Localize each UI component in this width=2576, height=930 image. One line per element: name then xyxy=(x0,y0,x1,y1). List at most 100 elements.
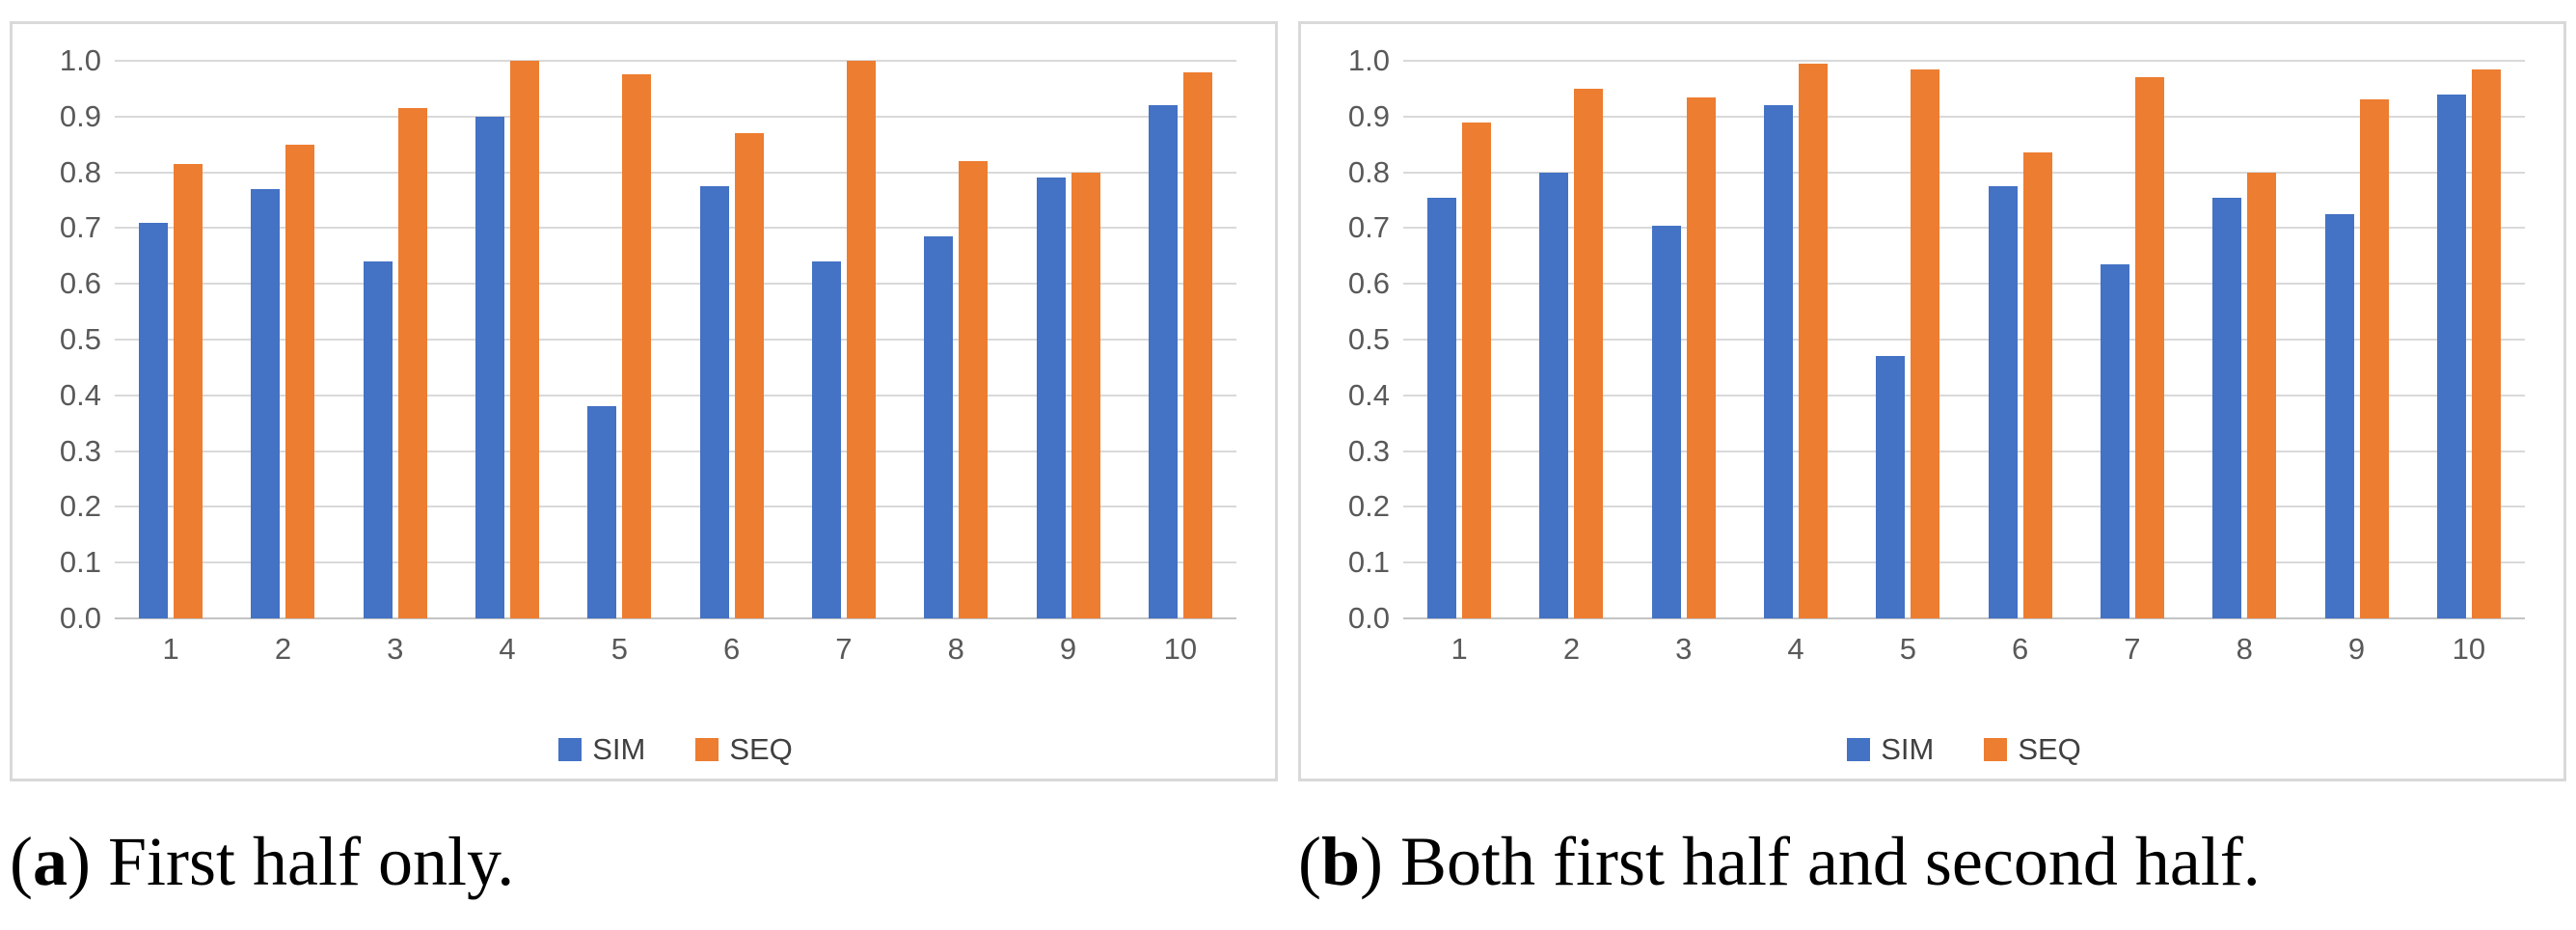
plot-area xyxy=(115,60,1236,619)
gridline xyxy=(1403,506,2525,508)
y-tick-label: 0.5 xyxy=(59,322,101,356)
legend-item-seq: SEQ xyxy=(695,732,793,767)
gridline xyxy=(115,171,1236,174)
bar-group-4 xyxy=(1740,61,1852,618)
caption-b-text: ) Both first half and second half. xyxy=(1360,823,2261,900)
bar-seq-8 xyxy=(959,161,989,618)
gridline xyxy=(1403,227,2525,230)
legend-item-sim: SIM xyxy=(1847,732,1934,767)
bar-seq-1 xyxy=(1462,122,1492,618)
legend-label-sim: SIM xyxy=(592,732,646,766)
x-tick-label-6: 6 xyxy=(2012,632,2029,666)
caption-a-text: ) First half only. xyxy=(67,823,515,900)
gridline xyxy=(115,506,1236,508)
x-tick-label-8: 8 xyxy=(2236,632,2253,666)
bar-sim-8 xyxy=(2212,197,2242,618)
x-tick-label-9: 9 xyxy=(1059,632,1077,666)
bar-sim-1 xyxy=(1427,197,1457,618)
bar-group-2 xyxy=(1515,61,1627,618)
caption-b-open-paren: ( xyxy=(1298,823,1321,900)
y-axis-labels: 0.0 0.1 0.2 0.3 0.4 0.5 0.6 0.7 0.8 0.9 1.0 xyxy=(30,44,115,635)
gridline xyxy=(1403,394,2525,397)
x-tick-label-4: 4 xyxy=(1787,632,1804,666)
bar-sim-7 xyxy=(2100,263,2129,618)
bar-group-4 xyxy=(451,61,563,618)
bar-sim-7 xyxy=(811,261,841,618)
bar-sim-10 xyxy=(2436,94,2466,618)
caption-a: (a) First half only. xyxy=(10,822,1278,902)
gridline xyxy=(1403,60,2525,62)
chart-grid: 0.0 0.1 0.2 0.3 0.4 0.5 0.6 0.7 0.8 0.9 1.0 1 2 3 4 5 6 7… xyxy=(30,44,1256,779)
bar-seq-4 xyxy=(510,61,540,618)
bar-seq-10 xyxy=(1182,71,1212,618)
y-tick-label: 0.4 xyxy=(59,377,101,412)
y-tick-label: 0.8 xyxy=(1347,154,1390,189)
gridline xyxy=(1403,339,2525,341)
bar-seq-9 xyxy=(1071,172,1100,618)
gridline xyxy=(1403,561,2525,564)
bar-group-9 xyxy=(1012,61,1124,618)
bar-sim-6 xyxy=(699,186,729,618)
y-tick-label: 0.6 xyxy=(1347,266,1390,301)
gridline xyxy=(115,394,1236,397)
bar-seq-2 xyxy=(285,144,315,618)
bar-group-10 xyxy=(1125,61,1236,618)
bar-group-5 xyxy=(563,61,675,618)
legend-label-seq: SEQ xyxy=(2018,732,2081,766)
bar-group-7 xyxy=(788,61,900,618)
y-tick-label: 0.1 xyxy=(1347,545,1390,580)
bar-seq-5 xyxy=(622,74,652,618)
bar-seq-4 xyxy=(1799,63,1829,618)
bar-seq-7 xyxy=(846,61,876,618)
x-tick-label-10: 10 xyxy=(1163,632,1198,666)
bar-group-3 xyxy=(1628,61,1740,618)
chart-grid: 0.0 0.1 0.2 0.3 0.4 0.5 0.6 0.7 0.8 0.9 1.0 1 2 3 4 5 6 7… xyxy=(1318,44,2544,779)
bar-sim-4 xyxy=(1764,105,1794,618)
x-tick-label-8: 8 xyxy=(947,632,964,666)
x-tick-label-5: 5 xyxy=(1899,632,1916,666)
legend-label-sim: SIM xyxy=(1881,732,1935,766)
bar-group-6 xyxy=(675,61,787,618)
bar-sim-10 xyxy=(1148,105,1178,618)
bars-layer xyxy=(1403,61,2525,618)
bar-group-2 xyxy=(227,61,339,618)
seq-swatch-icon xyxy=(1984,738,2008,761)
bar-seq-8 xyxy=(2247,172,2277,618)
gridline xyxy=(1403,171,2525,174)
bar-seq-1 xyxy=(174,163,203,618)
x-tick-label-7: 7 xyxy=(2124,632,2141,666)
bar-seq-6 xyxy=(2022,152,2052,618)
bar-sim-3 xyxy=(363,261,393,618)
y-tick-label: 0.1 xyxy=(59,545,101,580)
x-axis-line xyxy=(1403,617,2525,619)
x-tick-label-6: 6 xyxy=(723,632,741,666)
legend-label-seq: SEQ xyxy=(729,732,793,766)
y-tick-label: 0.9 xyxy=(1347,98,1390,133)
y-tick-label: 0.4 xyxy=(1347,377,1390,412)
y-tick-label: 0.0 xyxy=(1347,601,1390,635)
x-tick-label-2: 2 xyxy=(1562,632,1581,666)
gridline xyxy=(1403,450,2525,452)
bars-layer xyxy=(115,61,1236,618)
bar-group-8 xyxy=(2188,61,2300,618)
y-tick-label: 0.3 xyxy=(1347,433,1390,468)
bar-sim-9 xyxy=(1036,178,1066,618)
x-tick-label-9: 9 xyxy=(2347,632,2366,666)
x-axis-line xyxy=(115,617,1236,619)
chart-panel-a: 0.0 0.1 0.2 0.3 0.4 0.5 0.6 0.7 0.8 0.9 1.0 1 2 3 4 5 6 7… xyxy=(10,21,1278,781)
bar-group-1 xyxy=(115,61,227,618)
bar-group-9 xyxy=(2300,61,2412,618)
bar-group-5 xyxy=(1852,61,1964,618)
bar-sim-2 xyxy=(1539,172,1569,618)
x-tick-label-3: 3 xyxy=(1675,632,1693,666)
x-tick-label-2: 2 xyxy=(274,632,292,666)
bar-seq-10 xyxy=(2471,68,2501,618)
x-tick-label-5: 5 xyxy=(610,632,628,666)
caption-a-label: a xyxy=(32,823,68,900)
bar-sim-8 xyxy=(924,236,954,618)
chart-panels-row: 0.0 0.1 0.2 0.3 0.4 0.5 0.6 0.7 0.8 0.9 1.0 1 2 3 4 5 6 7… xyxy=(10,21,2566,781)
gridline xyxy=(115,339,1236,341)
x-axis-labels: 1 2 3 4 5 6 7 8 9 10 xyxy=(1403,632,2525,690)
captions-row: (a) First half only. (b) Both first half… xyxy=(0,781,2576,902)
y-tick-label: 0.5 xyxy=(1347,322,1390,356)
